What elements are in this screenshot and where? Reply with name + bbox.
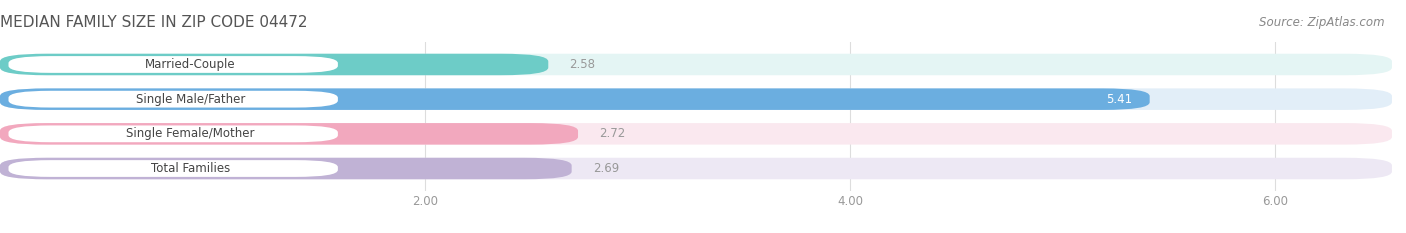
FancyBboxPatch shape (0, 88, 1150, 110)
FancyBboxPatch shape (0, 158, 1392, 179)
Text: Source: ZipAtlas.com: Source: ZipAtlas.com (1260, 16, 1385, 29)
Text: Married-Couple: Married-Couple (145, 58, 236, 71)
FancyBboxPatch shape (8, 91, 337, 108)
Text: Total Families: Total Families (150, 162, 229, 175)
FancyBboxPatch shape (0, 123, 1392, 145)
FancyBboxPatch shape (0, 123, 578, 145)
Text: Single Female/Mother: Single Female/Mother (127, 127, 254, 140)
FancyBboxPatch shape (0, 88, 1392, 110)
FancyBboxPatch shape (8, 56, 337, 73)
Text: 2.69: 2.69 (593, 162, 619, 175)
Text: MEDIAN FAMILY SIZE IN ZIP CODE 04472: MEDIAN FAMILY SIZE IN ZIP CODE 04472 (0, 15, 308, 30)
FancyBboxPatch shape (0, 54, 548, 75)
Text: Single Male/Father: Single Male/Father (135, 93, 245, 106)
Text: 5.41: 5.41 (1107, 93, 1133, 106)
FancyBboxPatch shape (0, 158, 572, 179)
Text: 2.58: 2.58 (569, 58, 596, 71)
FancyBboxPatch shape (8, 125, 337, 142)
FancyBboxPatch shape (0, 54, 1392, 75)
Text: 2.72: 2.72 (599, 127, 626, 140)
FancyBboxPatch shape (8, 160, 337, 177)
